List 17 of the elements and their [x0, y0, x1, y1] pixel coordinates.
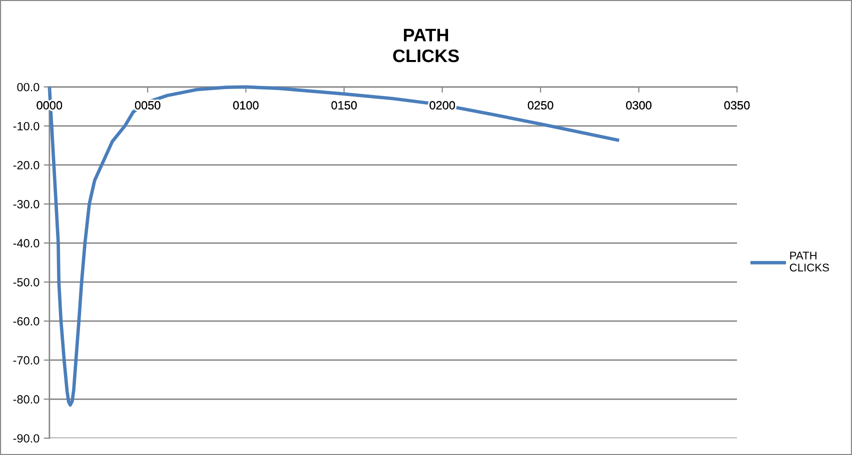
- y-tick-label: -50.0: [13, 278, 40, 286]
- y-tick-label: -30.0: [13, 200, 40, 208]
- chart-title: PATH CLICKS: [393, 28, 459, 62]
- x-tick-label: 0250: [528, 101, 554, 110]
- x-tick-label: 0150: [331, 101, 357, 110]
- y-tick-label: -20.0: [13, 160, 40, 170]
- y-tick-label: 00.0: [17, 82, 40, 92]
- y-tick-label: -60.0: [13, 317, 40, 326]
- legend-label: PATH CLICKS: [790, 252, 829, 272]
- y-tick-label: -40.0: [13, 239, 40, 248]
- y-tick-label: -10.0: [13, 122, 40, 130]
- x-tick-label: 0100: [233, 101, 259, 110]
- x-tick-label: 0300: [626, 101, 652, 110]
- x-tick-label: 0350: [724, 101, 750, 110]
- y-tick-label: -70.0: [13, 356, 40, 364]
- y-tick-label: -90.0: [13, 434, 40, 443]
- y-tick-label: -80.0: [13, 395, 40, 404]
